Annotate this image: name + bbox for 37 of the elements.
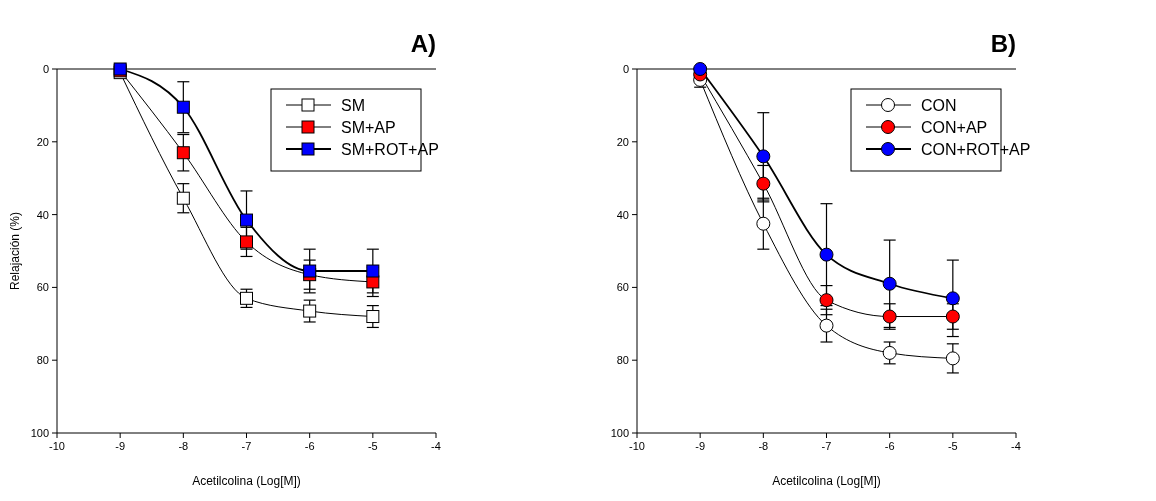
legend-label: CON+ROT+AP — [921, 141, 1031, 158]
x-tick-label: -9 — [115, 440, 126, 452]
legend-label: SM — [341, 97, 365, 114]
x-tick-label: -4 — [1011, 440, 1021, 452]
y-tick-label: 40 — [616, 208, 629, 221]
x-tick-label: -8 — [758, 440, 769, 452]
y-tick-label: 20 — [36, 135, 49, 148]
x-tick-label: -10 — [49, 440, 65, 452]
x-tick-label: -7 — [821, 440, 832, 452]
x-axis-title: Acetilcolina (Log[M]) — [772, 474, 881, 488]
x-tick-label: -6 — [884, 440, 895, 452]
x-tick-label: -8 — [178, 440, 189, 452]
legend-label: SM+AP — [341, 119, 396, 136]
y-tick-label: 80 — [36, 354, 49, 367]
x-tick-label: -5 — [947, 440, 958, 452]
y-tick-label: 40 — [36, 208, 49, 221]
y-tick-label: 100 — [30, 427, 49, 439]
x-axis-title: Acetilcolina (Log[M]) — [192, 474, 301, 488]
y-tick-label: 80 — [616, 354, 629, 367]
chart-title: A) — [410, 30, 436, 57]
y-axis-title: Relajación (%) — [8, 211, 22, 291]
x-tick-label: -9 — [695, 440, 706, 452]
chart-title: B) — [990, 30, 1016, 57]
y-tick-label: 100 — [610, 427, 629, 439]
y-tick-label: 60 — [36, 281, 49, 294]
y-tick-label: 0 — [42, 63, 49, 75]
x-tick-label: -10 — [629, 440, 645, 452]
x-tick-label: -4 — [431, 440, 441, 452]
x-tick-label: -5 — [367, 440, 378, 452]
y-tick-label: 20 — [616, 135, 629, 148]
x-tick-label: -7 — [241, 440, 252, 452]
legend-label: CON+AP — [921, 119, 988, 136]
legend-label: SM+ROT+AP — [341, 141, 439, 158]
y-tick-label: 0 — [622, 63, 629, 75]
y-tick-label: 60 — [616, 281, 629, 294]
x-tick-label: -6 — [304, 440, 315, 452]
legend-label: CON — [921, 97, 957, 114]
